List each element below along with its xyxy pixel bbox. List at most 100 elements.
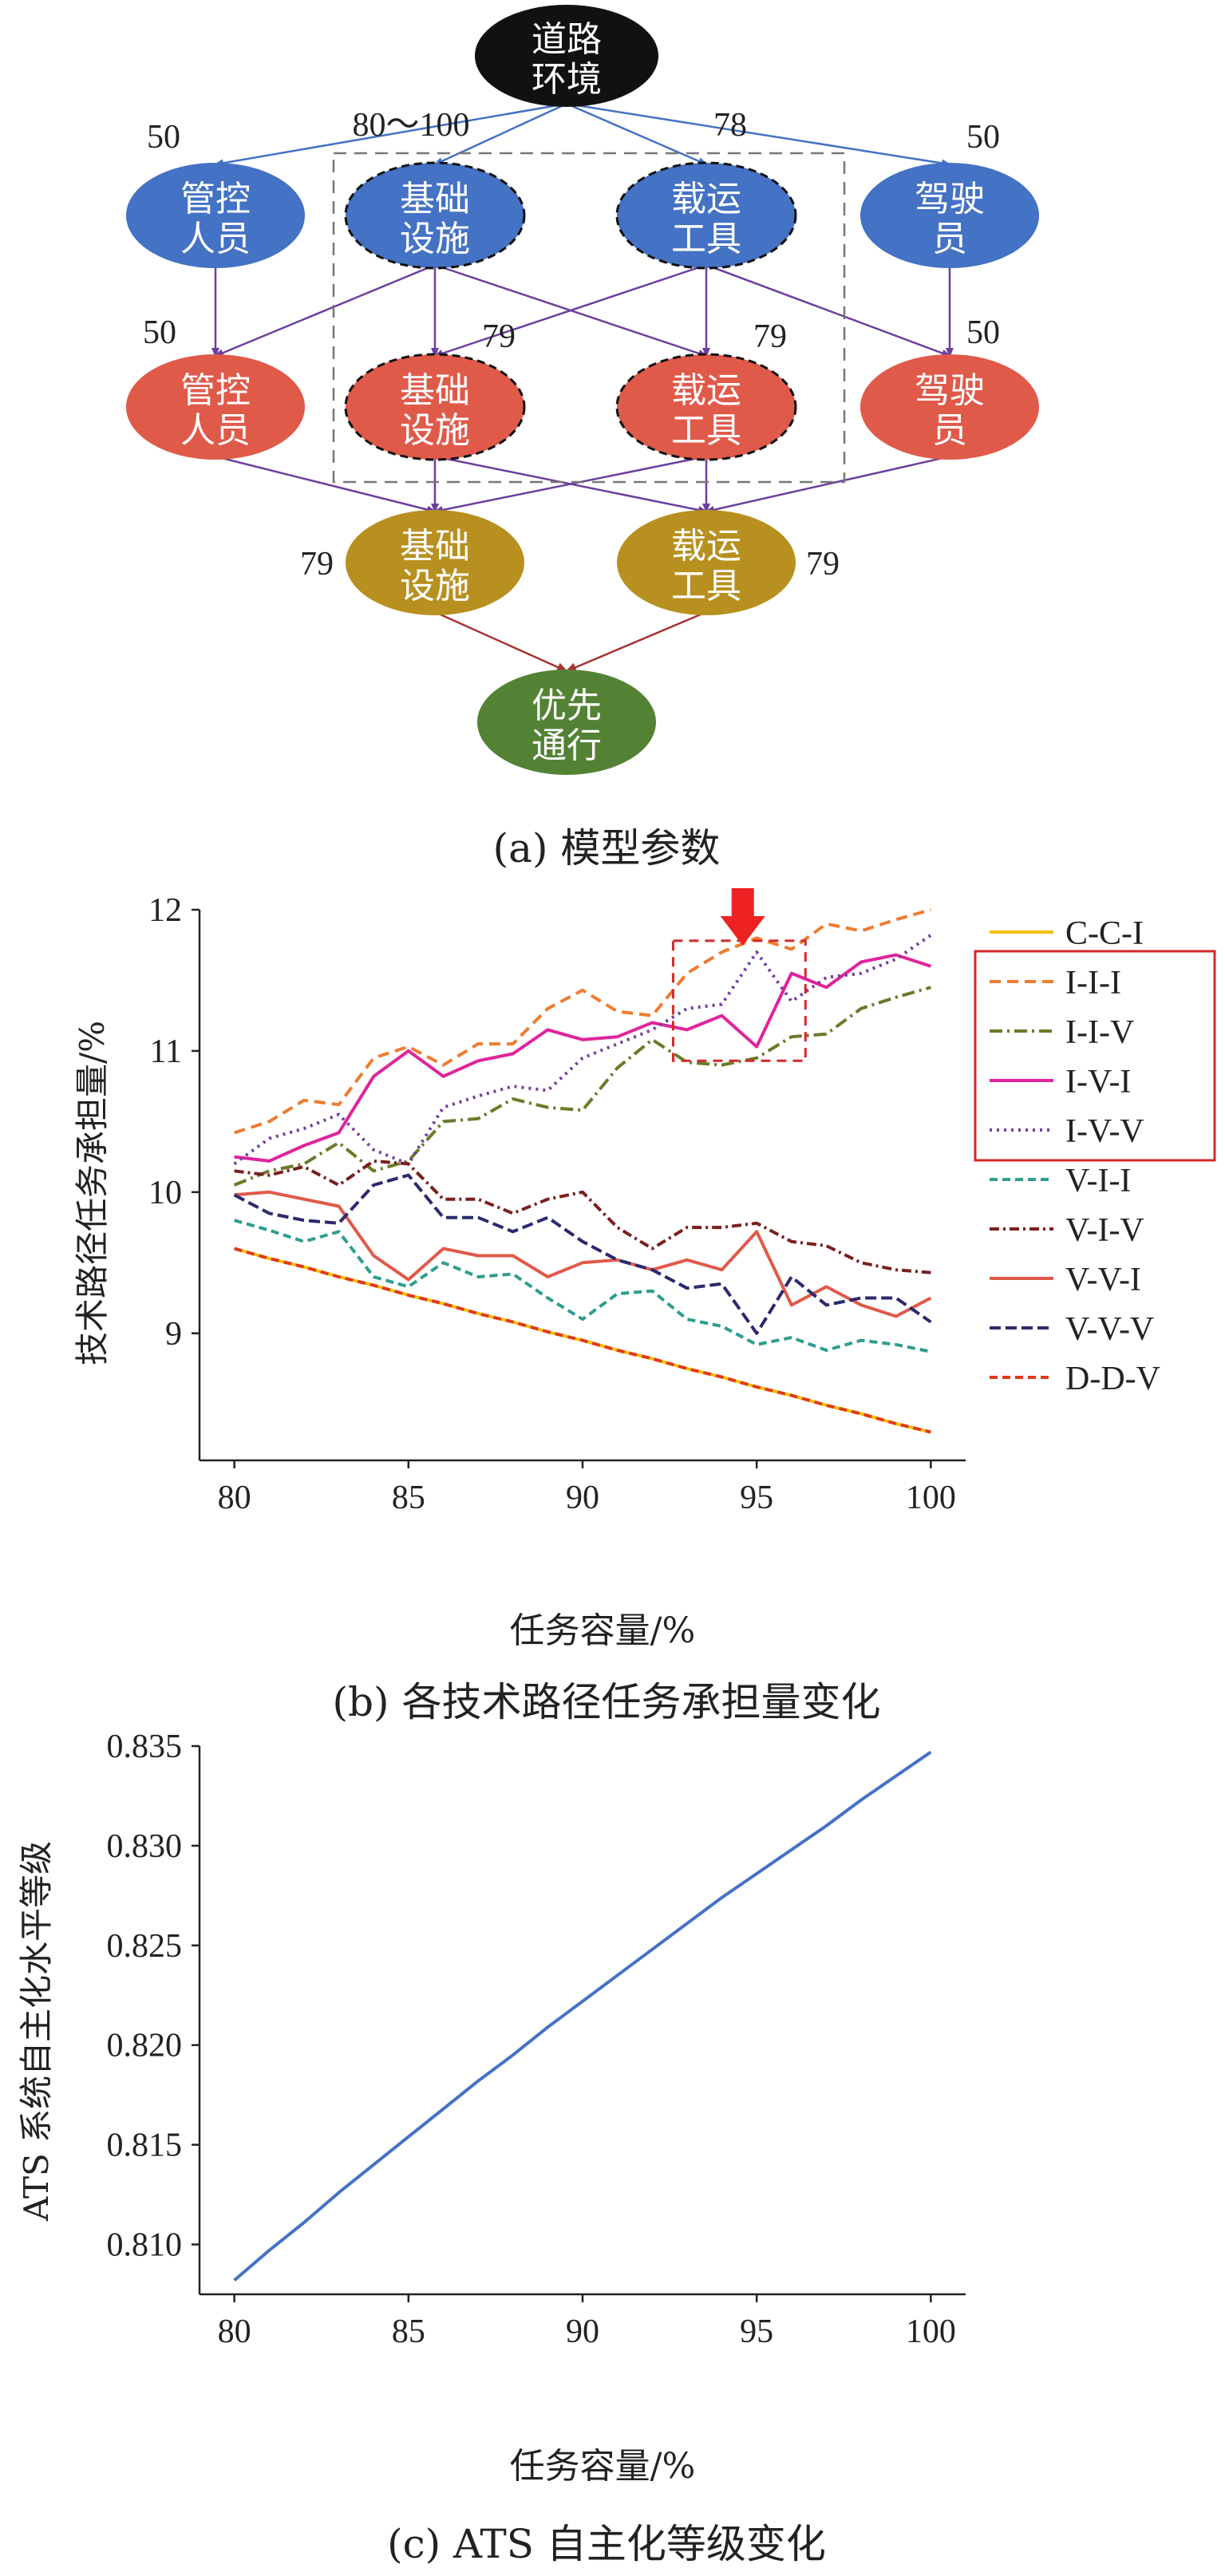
y-tick-label: 0.825 xyxy=(107,1928,183,1965)
edge-env-l1_vehicle xyxy=(566,102,708,166)
y-tick-label: 11 xyxy=(150,1033,182,1070)
legend-item-I-V-V: I-V-V xyxy=(990,1113,1144,1150)
edge-l2_vehicle-l3_infra xyxy=(433,455,707,514)
series-line-ATS xyxy=(233,1750,932,2282)
x-tick-label: 95 xyxy=(740,2313,773,2350)
highlight-arrow xyxy=(720,888,765,946)
node-shape xyxy=(615,161,797,270)
node-road_env: 道路环境 xyxy=(475,5,658,107)
legend-label: I-I-V xyxy=(1065,1014,1134,1051)
param-l1_vehicle: 78 xyxy=(713,107,747,144)
y-tick-label: 0.815 xyxy=(107,2128,183,2164)
edge-l3_infra-goal xyxy=(434,610,568,673)
legend-label: V-V-V xyxy=(1065,1311,1154,1348)
y-tick-label: 10 xyxy=(148,1175,182,1211)
series-line-V-V-V xyxy=(233,1173,932,1335)
legend-label: I-V-I xyxy=(1065,1064,1131,1100)
y-tick-label: 0.835 xyxy=(107,1729,183,1765)
edge-l2_mgmt-l3_infra xyxy=(215,455,437,514)
legend-item-I-I-V: I-I-V xyxy=(990,1014,1134,1051)
node-label: 驾驶员 xyxy=(915,370,985,451)
edge-l1_vehicle-l2_driver xyxy=(705,263,951,358)
node-label: 管控人员 xyxy=(180,370,251,451)
diagram-edges xyxy=(211,102,954,673)
node-shape xyxy=(126,354,305,460)
node-shape xyxy=(126,163,305,268)
chart-c-ylabel: ATS 系统自主化水平等级 xyxy=(17,1841,56,2222)
node-l3_vehicle: 载运工具 xyxy=(617,510,796,615)
series-line-I-V-V xyxy=(233,934,932,1166)
node-goal: 优先通行 xyxy=(477,670,656,775)
series-line-D-D-V xyxy=(234,1247,931,1434)
series-line-V-V-I xyxy=(234,1190,932,1318)
edge-env-l1_mgmt xyxy=(214,102,567,168)
series-line-V-I-I xyxy=(234,1219,931,1353)
chart-c-xlabel: 任务容量/% xyxy=(510,2446,696,2487)
legend-item-I-I-I: I-I-I xyxy=(990,965,1121,1002)
legend-item-V-I-V: V-I-V xyxy=(990,1212,1144,1249)
legend-item-C-C-I: C-C-I xyxy=(990,915,1144,952)
edge-l3_vehicle-goal xyxy=(565,610,707,673)
node-shape xyxy=(477,670,656,775)
x-tick-label: 80 xyxy=(218,1480,251,1516)
node-label: 载运工具 xyxy=(671,526,741,606)
param-l1_mgmt: 50 xyxy=(147,119,180,156)
param-l1_infra: 80～100 xyxy=(352,107,469,144)
node-label: 道路环境 xyxy=(531,19,602,100)
x-tick-label: 90 xyxy=(566,2313,599,2350)
chart-b-plot: 80 85 90 95 100 9 10 11 12 xyxy=(148,888,966,1516)
node-shape xyxy=(860,354,1039,460)
y-tick-label: 0.810 xyxy=(107,2227,183,2264)
caption-a: (a) 模型参数 xyxy=(493,825,721,871)
node-label: 载运工具 xyxy=(671,370,741,451)
node-shape xyxy=(344,353,526,461)
series-line-I-V-I xyxy=(234,953,932,1163)
highlight-box xyxy=(671,939,807,1062)
chart-b-xlabel: 任务容量/% xyxy=(510,1610,696,1651)
caption-b: (b) 各技术路径任务承担量变化 xyxy=(333,1679,881,1725)
x-tick-label: 100 xyxy=(906,1480,956,1516)
legend-label: V-I-I xyxy=(1065,1163,1131,1199)
node-label: 管控人员 xyxy=(180,179,251,259)
chart-b-legend: C-C-I I-I-I I-I-V I-V-I I-V-V V-I-I V-I-V V-V-I… xyxy=(974,915,1216,1397)
y-tick-label: 12 xyxy=(148,892,182,929)
node-shape xyxy=(860,163,1039,268)
node-l1_infra: 基础设施 xyxy=(344,161,526,270)
node-l1_mgmt: 管控人员 xyxy=(126,163,305,268)
node-l2_infra: 基础设施 xyxy=(344,353,526,461)
dashed-group-box xyxy=(332,152,846,484)
node-label: 驾驶员 xyxy=(915,179,985,259)
edge-l1_infra-l2_mgmt xyxy=(214,263,436,358)
legend-label: V-V-I xyxy=(1065,1262,1141,1298)
node-label: 优先通行 xyxy=(531,685,602,766)
edge-env-l1_driver xyxy=(566,102,951,168)
chart-c-plot: 80 85 90 95 100 0.810 0.815 0.820 0.825 0.830 0.83… xyxy=(107,1729,966,2350)
node-l2_mgmt: 管控人员 xyxy=(126,354,305,460)
chart-task-share: 80 85 90 95 100 9 10 11 12 任务容量/% 技术路径任务承担量/% C-… xyxy=(73,888,1216,1725)
legend-label: D-D-V xyxy=(1065,1361,1160,1397)
x-tick-label: 85 xyxy=(392,1480,425,1516)
node-shape xyxy=(346,510,524,615)
series-line-I-I-I xyxy=(233,908,931,1135)
y-tick-label: 9 xyxy=(165,1316,182,1353)
legend-item-I-V-I: I-V-I xyxy=(990,1064,1131,1100)
node-shape xyxy=(475,5,658,107)
series-line-I-I-V xyxy=(233,986,931,1187)
x-tick-label: 95 xyxy=(740,1480,773,1516)
edge-env-l1_infra xyxy=(433,102,567,166)
legend-label: V-I-V xyxy=(1065,1212,1144,1249)
x-tick-label: 100 xyxy=(906,2313,956,2350)
param-l2_vehicle: 79 xyxy=(753,318,787,355)
param-l1_driver: 50 xyxy=(966,119,1000,156)
caption-c: (c) ATS 自主化等级变化 xyxy=(387,2521,826,2567)
diagram-nodes: 道路环境管控人员基础设施载运工具驾驶员管控人员基础设施载运工具驾驶员基础设施载运… xyxy=(126,5,1039,775)
y-tick-label: 0.820 xyxy=(107,2028,183,2064)
param-l3_vehicle: 79 xyxy=(806,546,840,583)
legend-label: C-C-I xyxy=(1065,915,1144,952)
chart-b-ylabel: 技术路径任务承担量/% xyxy=(73,1021,112,1365)
node-label: 基础设施 xyxy=(400,370,470,451)
chart-ats-level: 80 85 90 95 100 0.810 0.815 0.820 0.825 0.830 0.83… xyxy=(17,1729,966,2567)
legend-item-D-D-V: D-D-V xyxy=(990,1361,1160,1397)
param-l3_infra: 79 xyxy=(300,546,334,583)
